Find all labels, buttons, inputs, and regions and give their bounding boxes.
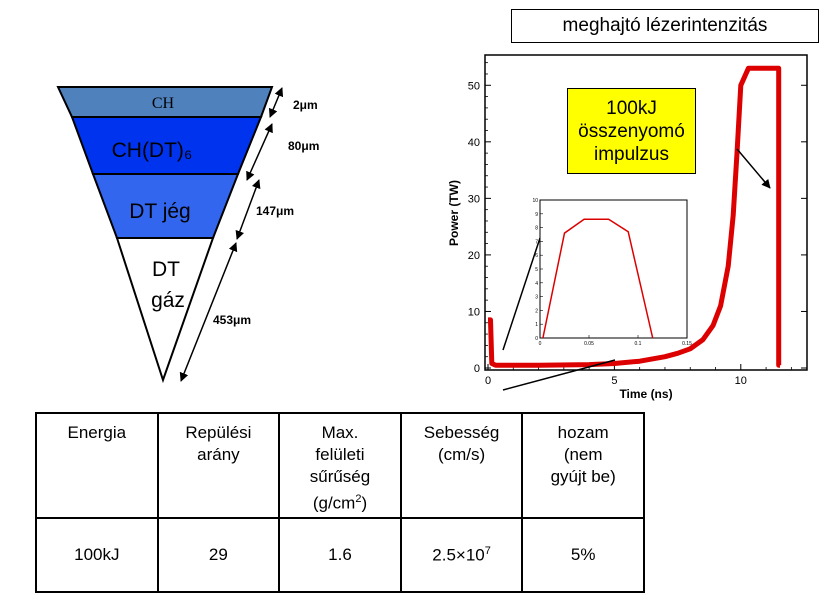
header-areal-density: Max. felületi sűrűség (g/cm2) [278, 412, 402, 519]
y-tick-label: 0 [474, 363, 480, 375]
y-tick-label: 10 [468, 306, 480, 318]
x-tick-label: 5 [611, 375, 617, 387]
inset-y-tick-label: 0 [535, 336, 538, 342]
dim-arrow-dt-gas [179, 242, 238, 382]
header-yield-line1: hozam [557, 423, 609, 442]
zoom-connector-bottom [502, 359, 616, 391]
inset-y-tick-label: 10 [532, 198, 538, 204]
cell-areal-density: 1.6 [278, 517, 402, 593]
dim-label-chdt: 80μm [288, 139, 319, 153]
header-energy: Energia [35, 412, 159, 519]
y-tick-label: 30 [468, 193, 480, 205]
power-series-line [488, 65, 782, 368]
inset-series-line [542, 218, 654, 339]
inset-y-tick-label: 3 [535, 295, 538, 301]
density-unit-sup: 2 [355, 493, 362, 505]
inset-y-tick-label: 1 [535, 322, 538, 328]
dim-label-dt-gas: 453μm [213, 313, 251, 327]
parameters-table: Energia Repülési arány Max. felületi sűr… [35, 412, 645, 593]
pulse-callout: 100kJ összenyomó impulzus [567, 88, 696, 174]
header-yield: hozam (nem gyújt be) [521, 412, 645, 519]
dim-arrow-dt-ice [235, 179, 261, 240]
inset-y-tick-label: 6 [535, 253, 538, 259]
dim-arrow-ch [268, 87, 284, 118]
inset-y-tick-label: 7 [535, 239, 538, 245]
inset-y-tick-label: 4 [535, 281, 538, 287]
cell-energy: 100kJ [35, 517, 159, 593]
layer-label-ch: CH [152, 95, 175, 112]
layer-label-dt-ice: DT jég [129, 200, 190, 223]
inset-y-tick-label: 2 [535, 308, 538, 314]
y-axis-label: Power (TW) [447, 180, 461, 246]
velocity-base: 2.5×10 [432, 545, 485, 565]
header-aspect-ratio: Repülési arány [156, 412, 281, 519]
inset-x-tick-label: 0.1 [635, 341, 642, 347]
callout-line-2: összenyomó [578, 120, 685, 142]
inset-x-tick-label: 0.05 [584, 341, 594, 347]
figure-title: meghajtó lézerintenzitás [511, 9, 819, 43]
header-aspect-ratio-line2: arány [197, 445, 240, 464]
layer-label-dt-gas-1: DT [152, 258, 180, 281]
dim-label-dt-ice: 147μm [256, 204, 294, 218]
header-areal-density-unit: (g/cm2) [284, 488, 396, 515]
dim-arrow-chdt [246, 123, 273, 181]
inset-frame [539, 199, 688, 339]
zoom-connector-top [502, 237, 541, 351]
callout-line-1: 100kJ [606, 97, 657, 119]
header-aspect-ratio-line1: Repülési [185, 423, 252, 442]
x-axis-label: Time (ns) [619, 387, 672, 401]
layer-label-dt-gas-2: gáz [151, 289, 185, 312]
header-energy-text: Energia [67, 423, 127, 442]
header-areal-density-line2: felületi [315, 445, 365, 464]
density-unit-base: (g/cm [312, 493, 356, 513]
dim-label-ch: 2μm [293, 98, 318, 112]
density-unit-close: ) [361, 493, 368, 513]
callout-line-3: impulzus [594, 143, 669, 165]
inset-y-tick-label: 8 [535, 226, 538, 232]
inset-x-tick-label: 0 [539, 341, 542, 347]
header-yield-line3: gyújt be) [550, 467, 616, 486]
velocity-exp: 7 [484, 544, 491, 557]
header-velocity: Sebesség (cm/s) [399, 412, 524, 519]
layer-label-chdt: CH(DT)₆ [112, 139, 193, 162]
inset-y-tick-label: 5 [535, 267, 538, 273]
header-areal-density-line3: sűrűség [309, 467, 371, 486]
cell-velocity: 2.5×107 [399, 517, 524, 593]
power-chart: 0 10 20 30 40 50 0 5 10 0 1 2 3 4 5 6 7 8 9 10 0 0.05 0.1 0.15… [447, 54, 808, 401]
cell-aspect-ratio: 29 [156, 517, 281, 593]
header-yield-line2: (nem [563, 445, 603, 464]
x-tick-label: 10 [735, 375, 747, 387]
header-areal-density-line1: Max. [321, 423, 359, 442]
y-tick-label: 20 [468, 250, 480, 262]
inset-y-tick-label: 9 [535, 212, 538, 218]
table-row: 100kJ 29 1.6 2.5×107 5% [35, 517, 645, 593]
table-header-row: Energia Repülési arány Max. felületi sűr… [35, 412, 645, 519]
header-velocity-line2: (cm/s) [437, 445, 486, 464]
header-velocity-line1: Sebesség [423, 423, 500, 442]
y-tick-label: 50 [468, 80, 480, 92]
callout-pointer [736, 148, 771, 189]
cell-yield: 5% [521, 517, 645, 593]
inset-x-tick-label: 0.15 [682, 341, 692, 347]
y-tick-label: 40 [468, 137, 480, 149]
target-diagram: CH CH(DT)₆ DT jég DT gáz 2μm 80μm 147μm … [56, 86, 319, 384]
x-tick-label: 0 [485, 375, 491, 387]
